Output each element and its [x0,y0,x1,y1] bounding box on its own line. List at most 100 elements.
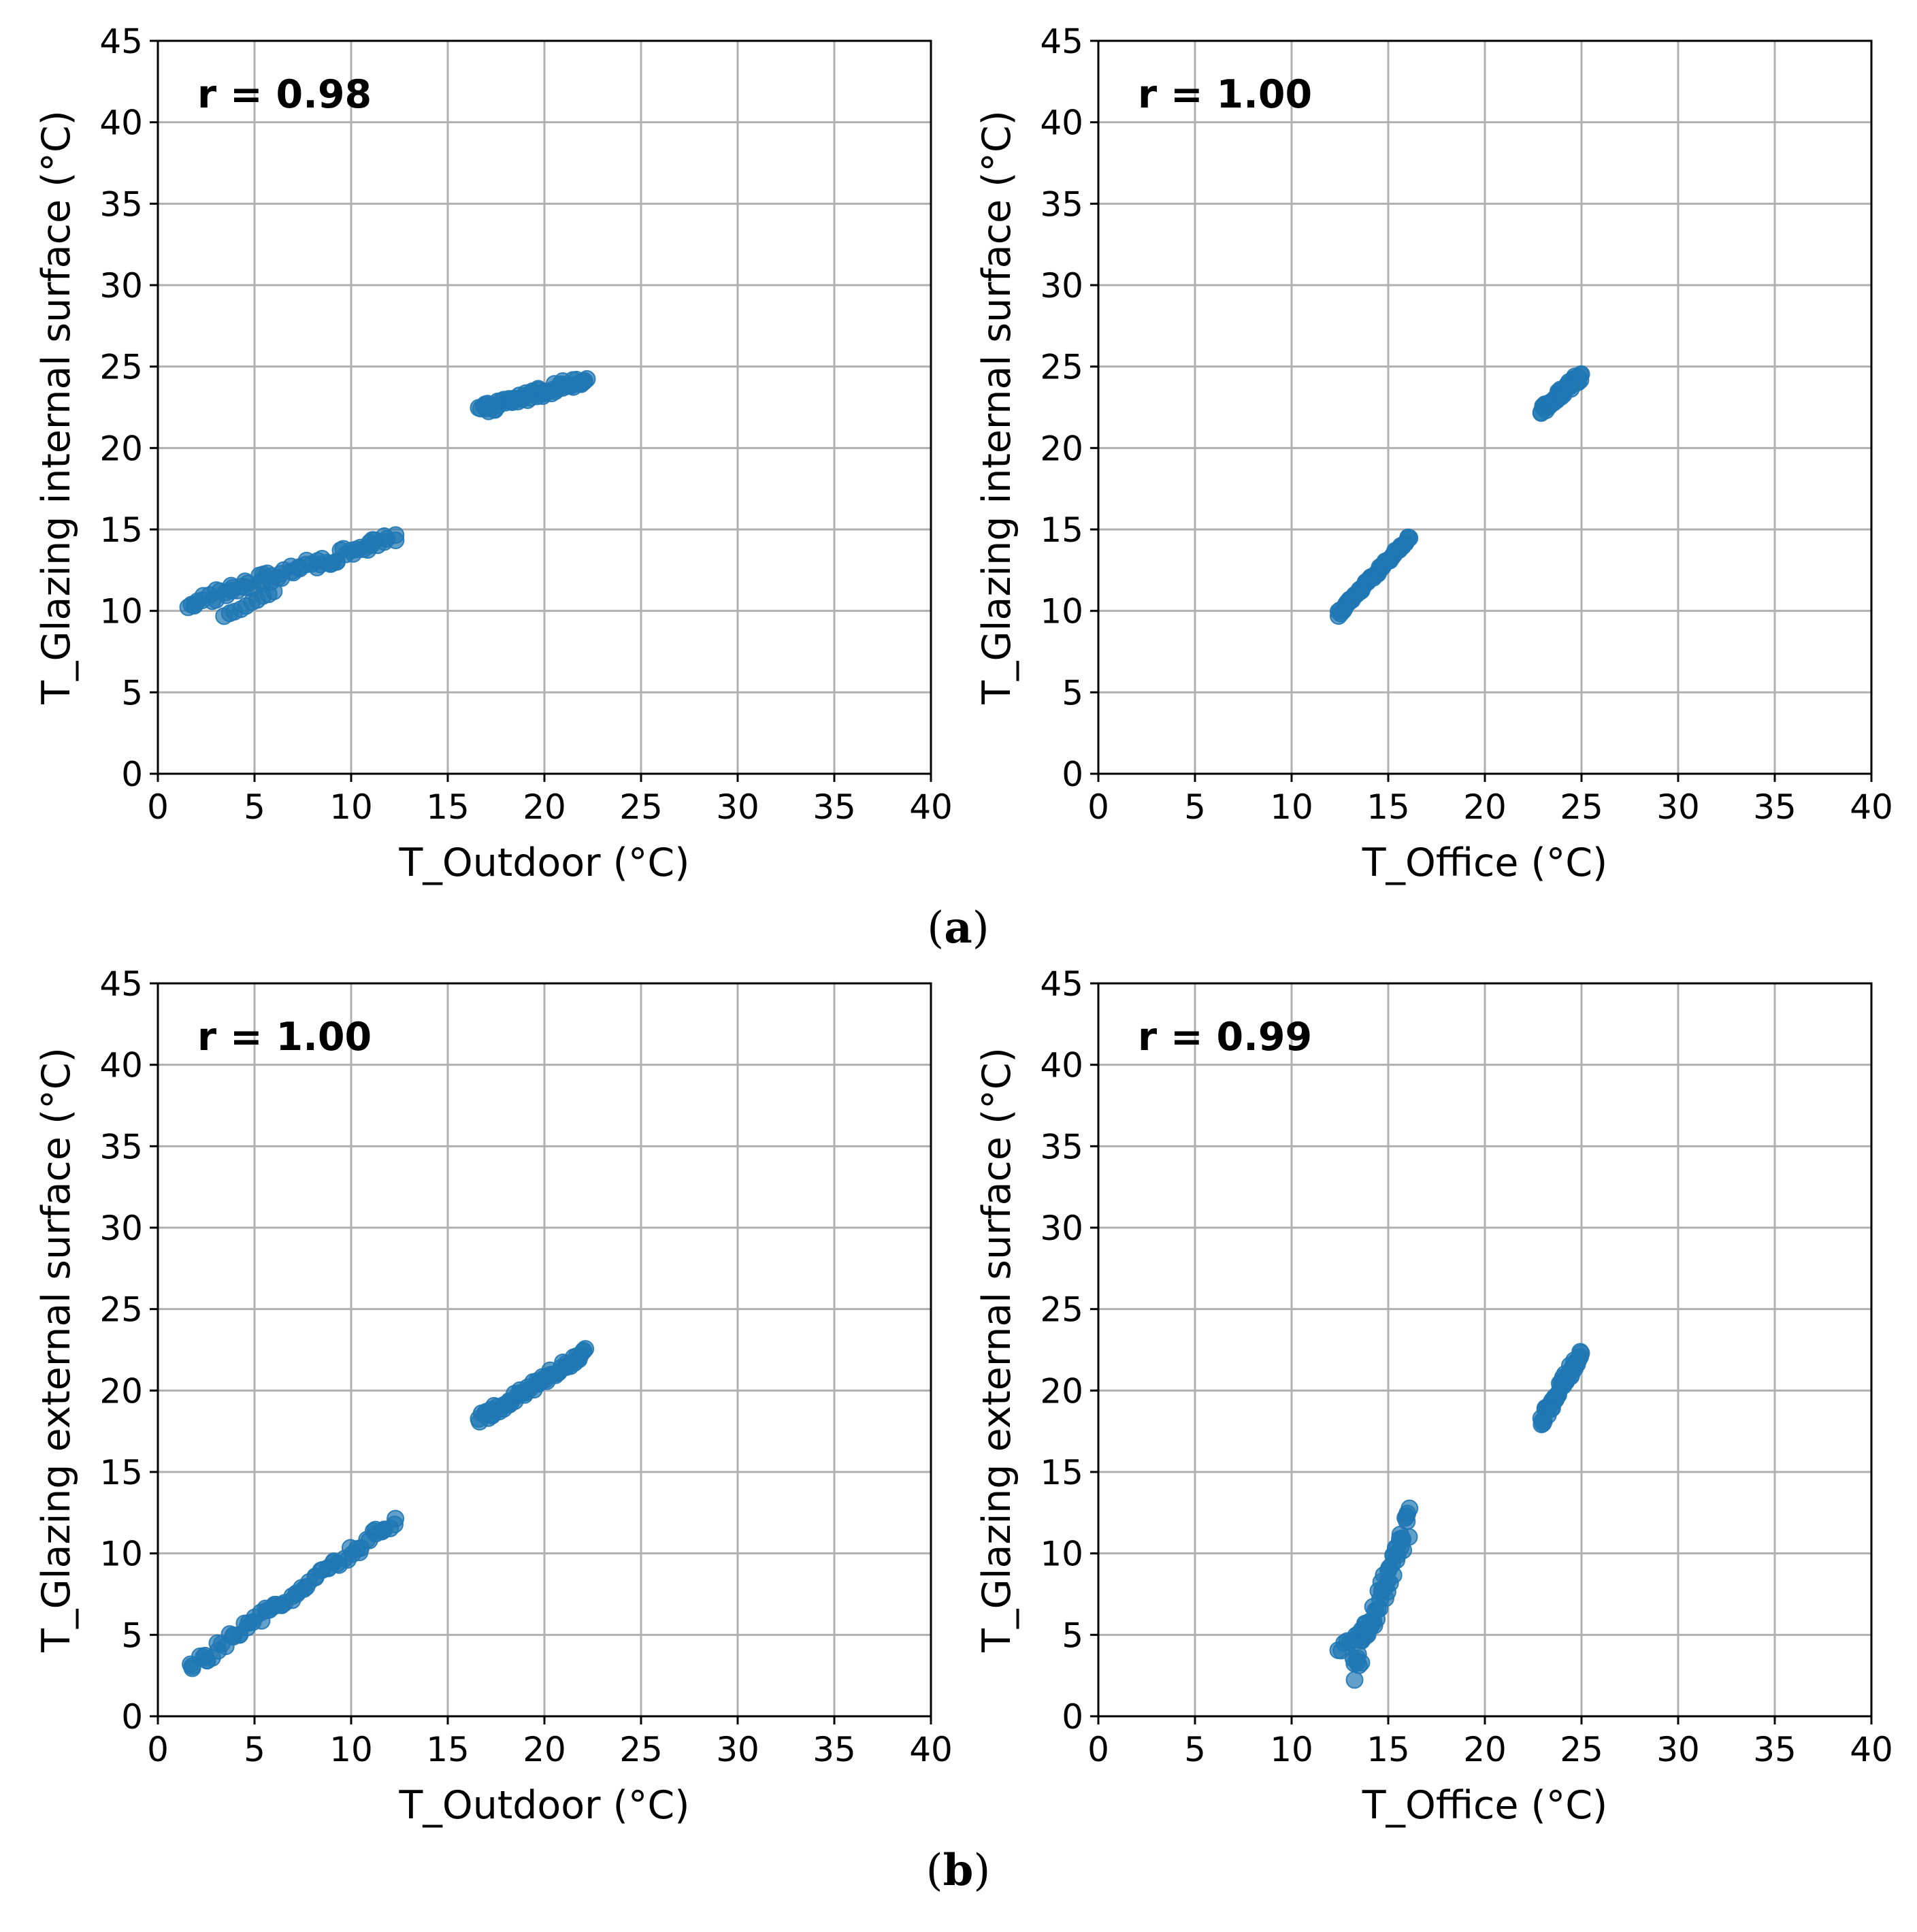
y-axis-label: T_Glazing external surface (°C) [974,1047,1019,1653]
x-tick-label: 10 [1270,787,1313,827]
data-point [1572,1344,1590,1362]
y-tick-label: 35 [1040,184,1083,224]
x-tick-label: 30 [1656,1730,1700,1769]
data-point [1400,1528,1418,1546]
y-tick-label: 45 [1040,22,1083,61]
x-tick-label: 10 [329,1730,373,1769]
x-tick-label: 15 [426,1730,470,1769]
chart-a-left: 0 5 10 15 20 25 30 35 40 0 5 10 15 20 25 30 35 40 45 T_Outd… [34,22,953,885]
x-tick-label: 35 [1753,787,1797,827]
chart-b-right: 0 5 10 15 20 25 30 35 40 0 5 10 15 20 25 30 35 40 45 T_Offi… [974,964,1893,1828]
x-tick-label: 15 [1366,787,1410,827]
y-tick-label: 20 [1040,1371,1083,1411]
caption-b: (b) [926,1845,991,1896]
y-tick-label: 40 [1040,103,1083,143]
y-tick-label: 30 [99,266,143,306]
y-tick-label: 35 [99,184,143,224]
chart-b-left: 0 5 10 15 20 25 30 35 40 0 5 10 15 20 25 30 35 40 45 T_Outd… [34,964,953,1828]
data-point [387,531,405,549]
y-tick-label: 25 [99,1290,143,1330]
y-tick-label: 0 [121,755,143,794]
correlation-annotation: r = 0.99 [1138,1015,1312,1060]
x-tick-label: 35 [1753,1730,1797,1769]
x-tick-label: 0 [147,787,169,827]
y-tick-label: 30 [1040,266,1083,306]
y-tick-label: 10 [99,1535,143,1574]
data-point [1400,1499,1419,1518]
x-tick-label: 20 [523,1730,566,1769]
y-tick-label: 40 [99,1046,143,1085]
x-axis-label: T_Office (°C) [1362,1783,1608,1828]
x-tick-label: 30 [716,787,759,827]
x-axis-label: T_Outdoor (°C) [399,1783,690,1828]
y-axis-label: T_Glazing external surface (°C) [34,1047,79,1653]
x-tick-label: 0 [1087,787,1109,827]
y-axis-label: T_Glazing internal surface (°C) [34,110,79,705]
data-point [1400,529,1419,547]
x-tick-label: 35 [813,787,856,827]
y-tick-label: 45 [99,22,143,61]
data-point [578,370,596,388]
y-tick-label: 30 [99,1209,143,1248]
y-tick-label: 35 [99,1127,143,1166]
x-tick-label: 40 [1850,787,1893,827]
x-tick-label: 0 [147,1730,169,1769]
x-tick-label: 30 [1656,787,1700,827]
y-tick-label: 15 [1040,1453,1083,1492]
correlation-annotation: r = 1.00 [1138,72,1312,117]
x-tick-label: 10 [329,787,373,827]
data-point [387,1509,405,1528]
y-axis-label: T_Glazing internal surface (°C) [974,110,1019,705]
y-tick-label: 0 [1062,755,1083,794]
x-tick-label: 40 [909,1730,953,1769]
data-point [1572,365,1590,383]
y-tick-label: 15 [99,510,143,550]
x-tick-label: 25 [1560,787,1603,827]
y-tick-label: 10 [1040,1535,1083,1574]
data-point [1352,1654,1371,1672]
x-tick-label: 25 [619,1730,663,1769]
x-tick-label: 25 [619,787,663,827]
y-tick-label: 40 [99,103,143,143]
caption-a: (a) [927,902,989,953]
y-tick-label: 5 [1062,1616,1083,1655]
y-tick-label: 10 [99,592,143,632]
x-tick-label: 25 [1560,1730,1603,1769]
y-tick-label: 5 [121,1616,143,1655]
y-tick-label: 45 [99,964,143,1004]
data-point [1384,1566,1403,1584]
y-tick-label: 25 [1040,348,1083,387]
y-tick-label: 20 [99,429,143,468]
x-tick-label: 10 [1270,1730,1313,1769]
x-axis-label: T_Outdoor (°C) [399,840,690,885]
x-tick-label: 20 [523,787,566,827]
y-tick-label: 5 [1062,673,1083,713]
y-tick-label: 25 [99,348,143,387]
correlation-annotation: r = 1.00 [197,1015,372,1060]
y-tick-label: 20 [99,1371,143,1411]
y-tick-label: 25 [1040,1290,1083,1330]
x-tick-label: 20 [1463,787,1507,827]
correlation-annotation: r = 0.98 [197,72,372,117]
x-tick-label: 40 [1850,1730,1893,1769]
x-tick-label: 15 [1366,1730,1410,1769]
x-tick-label: 35 [813,1730,856,1769]
x-tick-label: 5 [244,1730,265,1769]
y-tick-label: 45 [1040,964,1083,1004]
x-tick-label: 5 [1184,787,1206,827]
y-tick-label: 5 [121,673,143,713]
x-tick-label: 15 [426,787,470,827]
y-tick-label: 35 [1040,1127,1083,1166]
x-tick-label: 5 [244,787,265,827]
x-tick-label: 20 [1463,1730,1507,1769]
y-tick-label: 40 [1040,1046,1083,1085]
y-tick-label: 20 [1040,429,1083,468]
x-tick-label: 0 [1087,1730,1109,1769]
y-tick-label: 10 [1040,592,1083,632]
data-point [265,582,283,600]
x-tick-label: 40 [909,787,953,827]
x-tick-label: 5 [1184,1730,1206,1769]
y-tick-label: 0 [121,1697,143,1737]
y-tick-label: 15 [1040,510,1083,550]
y-tick-label: 0 [1062,1697,1083,1737]
